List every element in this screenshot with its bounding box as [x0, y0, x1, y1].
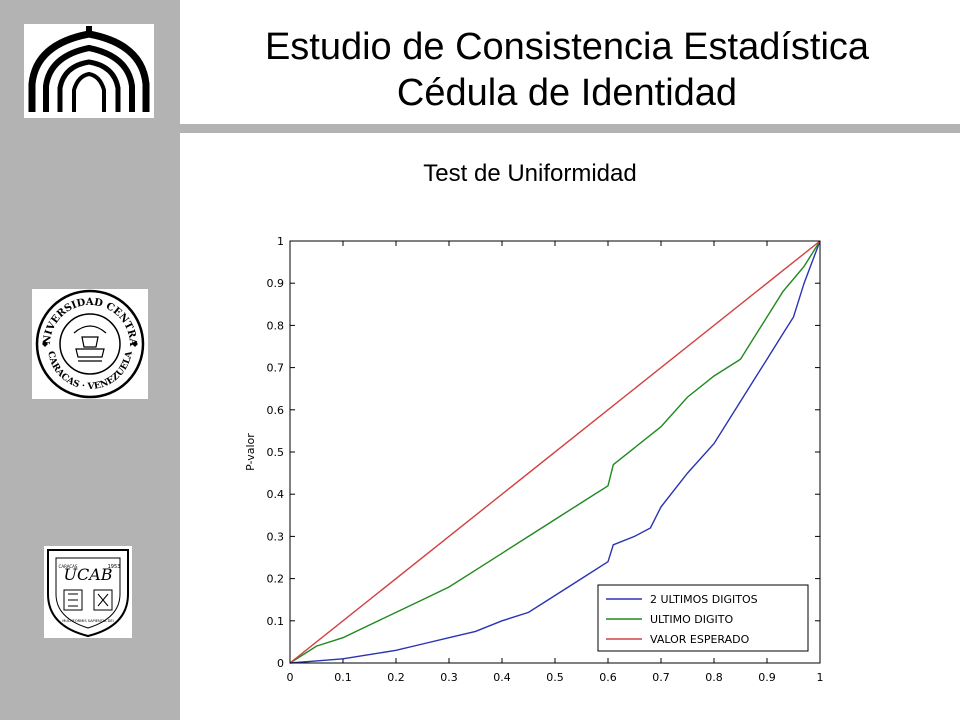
- legend-label: 2 ULTIMOS DIGITOS: [650, 593, 758, 606]
- university-building-emblem-icon: [28, 26, 150, 112]
- shield-letters: UCAB: [63, 565, 112, 584]
- y-tick-label: 0.2: [267, 573, 285, 586]
- uniformity-chart: 0 0.1 0.2 0.3 0.4 0.5 0.6 0.7 0.8 0.9 1 0 0.1 0.2 0.3…: [244, 235, 824, 684]
- x-tick-label: 1: [817, 671, 824, 684]
- x-tick-label: 0.4: [493, 671, 511, 684]
- plot-frame: [289, 240, 821, 664]
- y-tick-label: 0.5: [267, 446, 285, 459]
- legend-box: [597, 584, 809, 652]
- x-tick-label: 0: [287, 671, 294, 684]
- bottom-logo: UCAB 1953 CARACAS MULTIFORMIS SAPIENTIA …: [44, 546, 132, 638]
- series-line-2: [289, 240, 821, 664]
- svg-text:UNIVERSIDAD CENTRAL: UNIVERSIDAD CENTRAL: [32, 289, 138, 347]
- seal-top-text: UNIVERSIDAD CENTRAL: [28, 281, 139, 347]
- x-tick-label: 0.9: [758, 671, 776, 684]
- middle-logo: UNIVERSIDAD CENTRAL CARACAS · VENEZUELA: [28, 281, 148, 399]
- y-tick-label: 0.6: [267, 404, 285, 417]
- series-line-1: [289, 240, 821, 664]
- universidad-central-seal-icon: UNIVERSIDAD CENTRAL CARACAS · VENEZUELA: [28, 281, 145, 399]
- chart-subtitle: Test de Uniformidad: [423, 160, 637, 187]
- x-tick-label: 0.2: [387, 671, 405, 684]
- y-tick-label: 0.4: [267, 488, 285, 501]
- shield-year: 1953: [108, 564, 121, 570]
- x-tick-label: 0.6: [599, 671, 617, 684]
- y-tick-label: 0.1: [267, 615, 285, 628]
- y-tick-label: 0: [277, 657, 284, 670]
- y-tick-label: 1: [277, 235, 284, 248]
- y-tick-label: 0.7: [267, 362, 285, 375]
- shield-motto: MULTIFORMIS SAPIENTIA DEI: [62, 619, 113, 623]
- series-line-0: [289, 240, 821, 664]
- y-axis-label: P-valor: [244, 433, 257, 471]
- page-title: Estudio de Consistencia Estadística Cédu…: [182, 24, 952, 116]
- y-tick-label: 0.9: [267, 277, 285, 290]
- x-tick-label: 0.3: [440, 671, 458, 684]
- x-tick-label: 0.5: [546, 671, 564, 684]
- y-tick-label: 0.3: [267, 530, 285, 543]
- y-tick-label: 0.8: [267, 319, 285, 332]
- shield-city: CARACAS: [59, 564, 78, 569]
- x-tick-label: 0.1: [334, 671, 352, 684]
- legend-label: VALOR ESPERADO: [650, 633, 750, 646]
- header-divider: [180, 124, 960, 133]
- ucab-shield-icon: UCAB 1953 CARACAS MULTIFORMIS SAPIENTIA …: [47, 549, 129, 638]
- x-tick-label: 0.8: [705, 671, 723, 684]
- x-tick-label: 0.7: [652, 671, 670, 684]
- top-logo: [24, 24, 154, 118]
- title-line-2: Cédula de Identidad: [396, 72, 738, 114]
- title-line-1: Estudio de Consistencia Estadística: [264, 26, 870, 68]
- legend-label: ULTIMO DIGITO: [650, 613, 733, 626]
